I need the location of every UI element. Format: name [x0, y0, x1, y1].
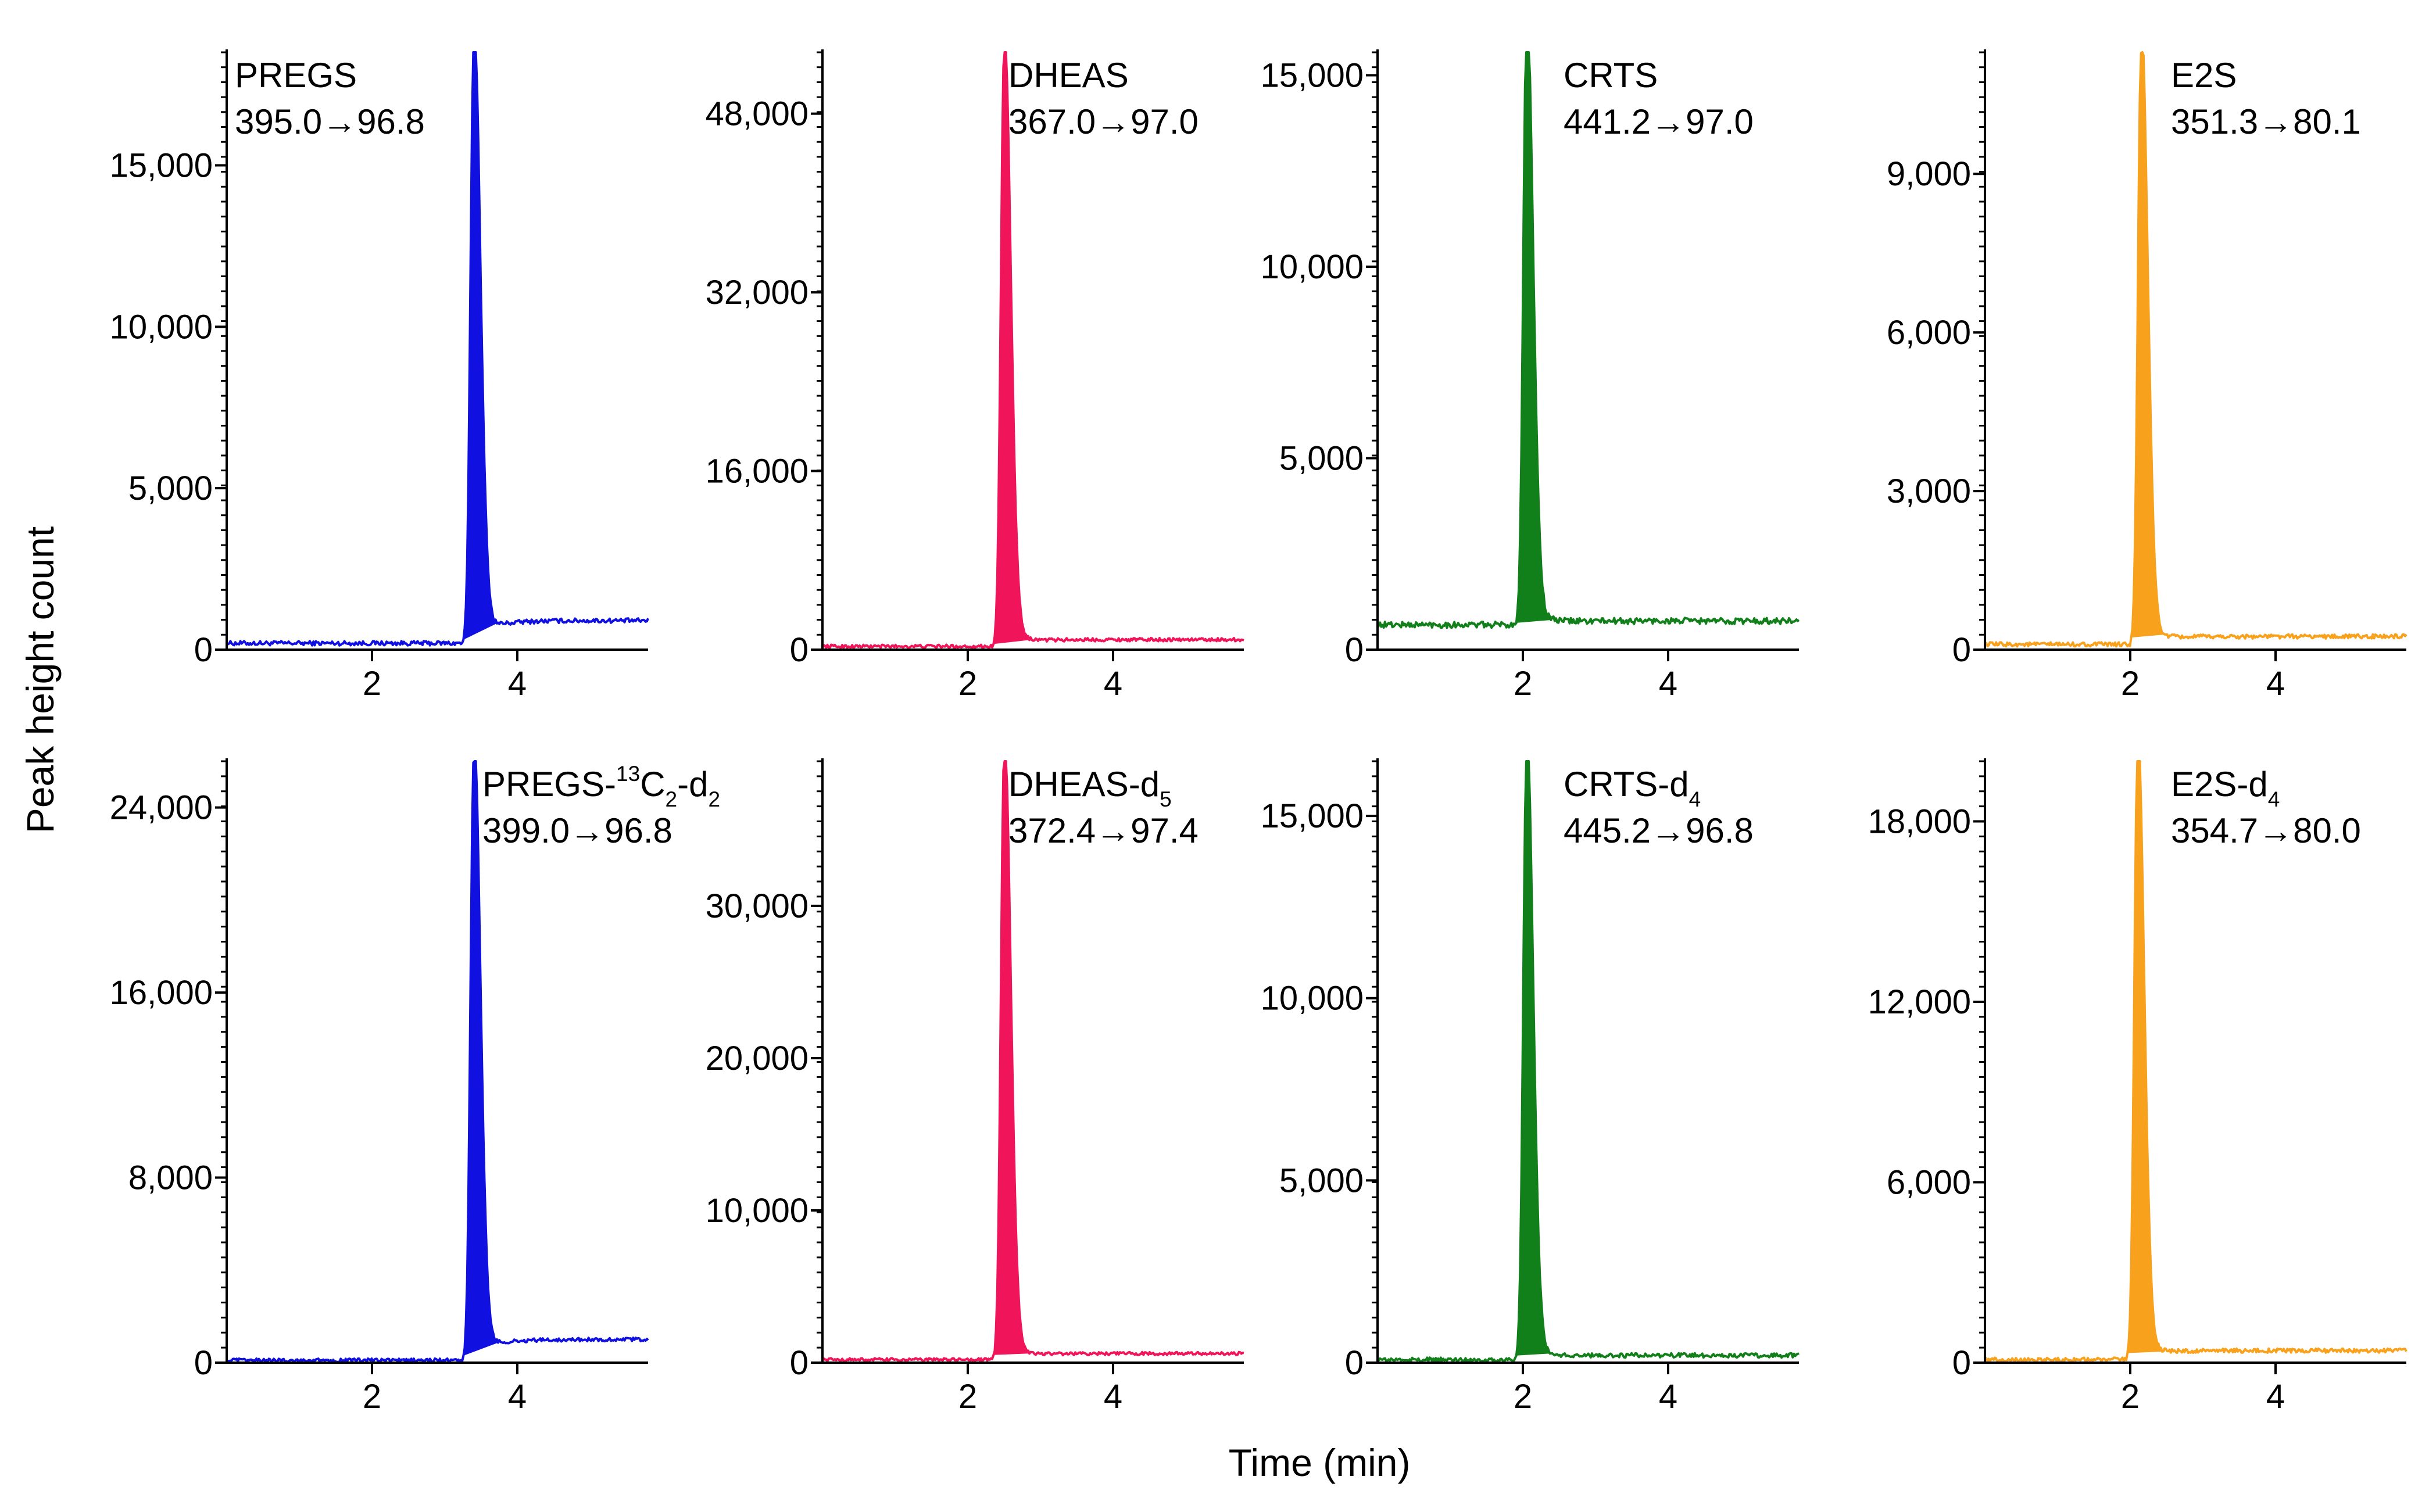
y-tick-label: 12,000: [1868, 983, 1971, 1021]
series-line: [226, 51, 649, 647]
peak-fill: [463, 52, 498, 640]
series-line: [1984, 760, 2407, 1363]
transition-label: 367.0→97.0: [1008, 102, 1199, 141]
x-axis-title: Time (min): [1229, 1441, 1411, 1484]
chart-panel: 0 5,000 10,000 15,000 2 4 PREGS 395.0→96.8: [110, 49, 649, 703]
y-tick-label: 5,000: [1279, 1162, 1364, 1199]
y-tick-label: 9,000: [1887, 155, 1971, 193]
analyte-label: PREGS: [235, 56, 357, 95]
transition-label: 372.4→97.4: [1008, 811, 1199, 850]
y-tick-label: 20,000: [706, 1040, 809, 1077]
y-tick-label: 18,000: [1868, 803, 1971, 841]
x-tick-label: 4: [1659, 665, 1677, 703]
x-tick-label: 2: [958, 1378, 977, 1416]
y-tick-label: 10,000: [1261, 248, 1364, 286]
y-axis-title: Peak height count: [19, 526, 62, 833]
y-tick-label: 0: [1345, 1344, 1364, 1382]
y-tick-label: 0: [790, 631, 809, 669]
analyte-label: CRTS-d4: [1564, 765, 1701, 811]
transition-label: 441.2→97.0: [1564, 102, 1754, 141]
series-line: [821, 51, 1244, 650]
y-tick-label: 48,000: [706, 95, 809, 133]
y-tick-label: 0: [790, 1344, 809, 1382]
x-tick-label: 4: [2266, 665, 2285, 703]
y-tick-label: 0: [194, 1344, 213, 1382]
x-tick-label: 2: [1514, 1378, 1532, 1416]
y-tick-label: 0: [1952, 631, 1971, 669]
series-line: [821, 760, 1244, 1363]
chart-panel: 0 16,000 32,000 48,000 2 4 DHEAS 367.0→97.0: [706, 49, 1244, 703]
transition-label: 351.3→80.1: [2171, 102, 2361, 141]
panel-grid: 0 5,000 10,000 15,000 2 4 PREGS 395.0→96.8 0 16,0…: [110, 49, 2407, 1416]
y-tick-label: 15,000: [110, 146, 213, 184]
y-tick-label: 10,000: [1261, 980, 1364, 1017]
x-tick-label: 4: [1104, 1378, 1122, 1416]
chart-panel: 0 5,000 10,000 15,000 2 4 CRTS 441.2→97.0: [1261, 49, 1800, 703]
analyte-label: PREGS-13C2-d2: [482, 762, 720, 811]
y-tick-label: 15,000: [1261, 797, 1364, 835]
x-tick-label: 4: [508, 1378, 527, 1416]
series-line: [1376, 760, 1800, 1363]
transition-label: 445.2→96.8: [1564, 811, 1754, 850]
analyte-label: CRTS: [1564, 56, 1658, 95]
y-tick-label: 30,000: [706, 887, 809, 925]
y-tick-label: 16,000: [706, 453, 809, 490]
chart-panel: 0 3,000 6,000 9,000 2 4 E2S 351.3→80.1: [1887, 49, 2407, 703]
y-tick-label: 16,000: [110, 974, 213, 1012]
analyte-label: DHEAS-d5: [1008, 765, 1172, 811]
transition-label: 354.7→80.0: [2171, 811, 2361, 850]
chart-panel: 0 8,000 16,000 24,000 2 4 PREGS-13C2-d2399.0→9…: [110, 758, 720, 1416]
x-tick-label: 2: [363, 1378, 381, 1416]
analyte-label: DHEAS: [1008, 56, 1129, 95]
x-tick-label: 4: [508, 665, 527, 703]
x-tick-label: 2: [1514, 665, 1532, 703]
analyte-label: E2S: [2171, 56, 2237, 95]
y-tick-label: 10,000: [110, 308, 213, 346]
series-line: [1984, 51, 2407, 648]
x-tick-label: 2: [958, 665, 977, 703]
transition-label: 395.0→96.8: [235, 102, 425, 141]
analyte-label: E2S-d4: [2171, 765, 2280, 811]
x-tick-label: 2: [363, 665, 381, 703]
y-tick-label: 15,000: [1261, 57, 1364, 95]
y-tick-label: 0: [1952, 1344, 1971, 1382]
y-tick-label: 10,000: [706, 1192, 809, 1230]
x-tick-label: 4: [1659, 1378, 1677, 1416]
transition-label: 399.0→96.8: [482, 811, 672, 850]
y-tick-label: 8,000: [128, 1159, 213, 1197]
x-tick-label: 2: [2121, 1378, 2140, 1416]
y-tick-label: 6,000: [1887, 1164, 1971, 1202]
x-tick-label: 4: [2266, 1378, 2285, 1416]
y-tick-label: 3,000: [1887, 472, 1971, 510]
y-tick-label: 24,000: [110, 789, 213, 827]
y-tick-label: 0: [194, 631, 213, 669]
y-tick-label: 6,000: [1887, 314, 1971, 352]
x-tick-label: 4: [1104, 665, 1122, 703]
x-tick-label: 2: [2121, 665, 2140, 703]
y-tick-label: 5,000: [128, 470, 213, 507]
series-line: [1376, 51, 1800, 629]
y-tick-label: 0: [1345, 631, 1364, 669]
y-tick-label: 5,000: [1279, 440, 1364, 478]
series-line: [226, 760, 649, 1364]
y-tick-label: 32,000: [706, 274, 809, 311]
